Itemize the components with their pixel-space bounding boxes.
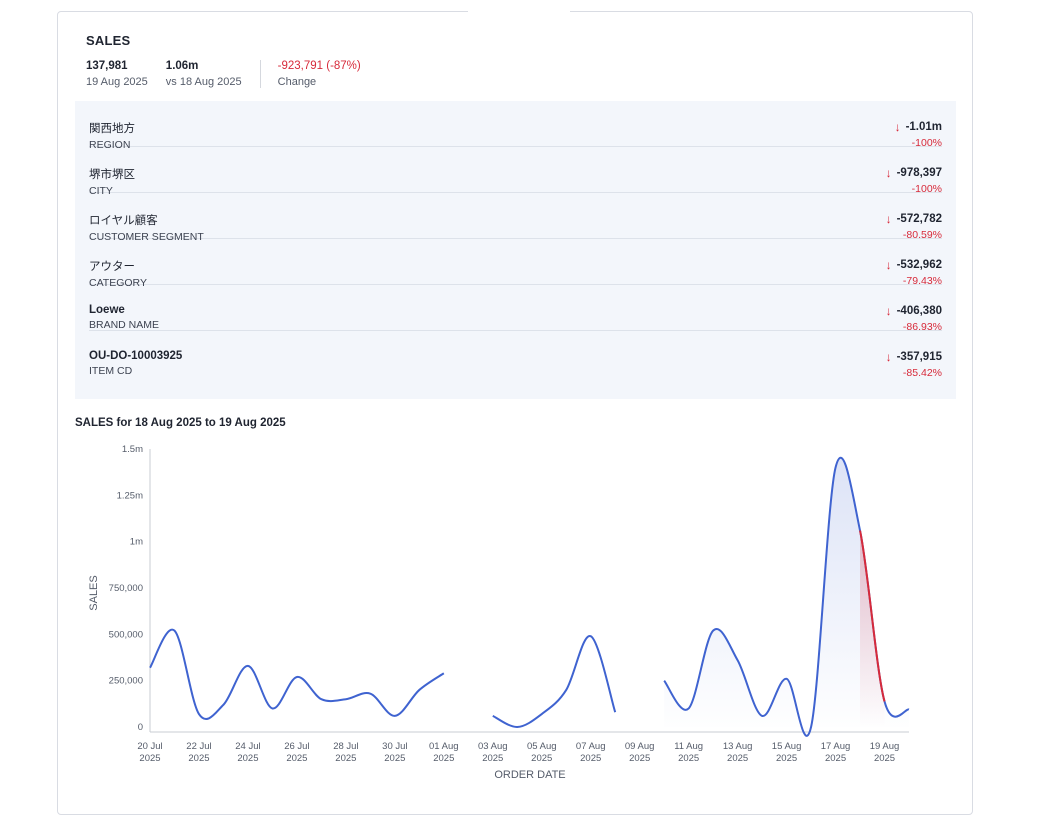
top-notch	[468, 0, 570, 13]
card-title: SALES	[86, 33, 131, 48]
arrow-down-icon: ↓	[885, 166, 892, 180]
series-line	[149, 628, 445, 720]
driver-percent: -100%	[911, 137, 942, 149]
driver-name: ロイヤル顧客	[89, 215, 158, 227]
driver-row[interactable]: 関西地方 REGION ↓ -1.01m -100%	[89, 101, 942, 151]
x-axis: 20 Jul 2025 22 Jul 2025 24 Jul 2025 26 Jul 2025…	[137, 731, 909, 764]
x-tick-label: 30 Jul 2025	[382, 741, 407, 764]
y-tick-label: 500,000	[109, 629, 143, 640]
x-tick-label: 01 Aug 2025	[429, 741, 459, 764]
driver-value: -532,962	[896, 259, 942, 271]
current-value: 137,981	[86, 60, 128, 72]
x-tick-label: 28 Jul 2025	[333, 741, 358, 764]
arrow-down-icon: ↓	[885, 304, 892, 318]
x-tick-label: 07 Aug 2025	[576, 741, 606, 764]
x-tick-label: 13 Aug 2025	[723, 741, 753, 764]
y-tick-label: 1.5m	[122, 444, 143, 455]
x-tick-label: 03 Aug 2025	[478, 741, 508, 764]
driver-value: -572,782	[896, 213, 942, 225]
driver-name: Loewe	[89, 304, 125, 316]
driver-dimension: CITY	[89, 185, 113, 197]
driver-name: 堺市堺区	[89, 169, 135, 181]
x-tick-label: 24 Jul 2025	[235, 741, 260, 764]
y-tick-label: 1.25m	[117, 490, 143, 501]
current-metric: 137,981 19 Aug 2025	[86, 60, 148, 88]
current-label: 19 Aug 2025	[86, 76, 148, 88]
x-tick-label: 15 Aug 2025	[772, 741, 802, 764]
driver-percent: -100%	[911, 183, 942, 195]
driver-row[interactable]: 堺市堺区 CITY ↓ -978,397 -100%	[89, 147, 942, 197]
y-tick-label: 750,000	[109, 583, 143, 594]
driver-row[interactable]: OU-DO-10003925 ITEM CD ↓ -357,915 -85.42%	[89, 331, 942, 379]
drivers-list: 関西地方 REGION ↓ -1.01m -100% 堺市堺区 CITY ↓ -978,3…	[75, 101, 956, 399]
driver-name: OU-DO-10003925	[89, 350, 183, 362]
x-tick-label: 17 Aug 2025	[821, 741, 851, 764]
driver-row[interactable]: Loewe BRAND NAME ↓ -406,380 -86.93%	[89, 285, 942, 333]
change-label: Change	[277, 76, 317, 88]
driver-value: -1.01m	[905, 121, 942, 133]
x-tick-label: 20 Jul 2025	[137, 741, 162, 764]
driver-percent: -79.43%	[902, 275, 942, 287]
arrow-down-icon: ↓	[894, 120, 901, 134]
x-tick-label: 09 Aug 2025	[625, 741, 655, 764]
driver-percent: -80.59%	[902, 229, 942, 241]
chart-title: SALES for 18 Aug 2025 to 19 Aug 2025	[75, 417, 286, 429]
x-tick-label: 22 Jul 2025	[186, 741, 211, 764]
highlight-area	[860, 530, 885, 727]
sales-insight-card: SALES 137,981 19 Aug 2025 1.06m vs 18 Au…	[57, 11, 973, 815]
x-axis-label: ORDER DATE	[494, 769, 565, 781]
x-tick-label: 26 Jul 2025	[284, 741, 309, 764]
previous-metric: 1.06m vs 18 Aug 2025	[166, 60, 242, 88]
driver-row[interactable]: ロイヤル顧客 CUSTOMER SEGMENT ↓ -572,782 -80.59%	[89, 193, 942, 243]
y-tick-label: 250,000	[109, 676, 143, 687]
plot-area	[149, 457, 910, 737]
driver-name: アウター	[89, 261, 135, 273]
driver-value: -978,397	[896, 167, 942, 179]
change-metric: -923,791 (-87%) Change	[259, 60, 361, 88]
driver-dimension: CUSTOMER SEGMENT	[89, 231, 204, 243]
driver-row[interactable]: アウター CATEGORY ↓ -532,962 -79.43%	[89, 239, 942, 289]
driver-dimension: BRAND NAME	[89, 319, 160, 331]
x-tick-label: 19 Aug 2025	[870, 741, 900, 764]
arrow-down-icon: ↓	[885, 350, 892, 364]
arrow-down-icon: ↓	[885, 258, 892, 272]
highlight-line	[859, 530, 886, 702]
y-axis-label: SALES	[88, 575, 100, 610]
driver-dimension: CATEGORY	[89, 277, 147, 289]
series-line	[492, 635, 617, 729]
driver-name: 関西地方	[89, 123, 135, 135]
driver-dimension: REGION	[89, 139, 131, 151]
x-tick-label: 05 Aug 2025	[527, 741, 557, 764]
previous-value: 1.06m	[165, 60, 199, 72]
driver-value: -406,380	[896, 305, 942, 317]
y-tick-label: 1m	[130, 537, 143, 548]
driver-percent: -85.42%	[902, 367, 942, 379]
y-tick-label: 0	[138, 722, 143, 733]
change-value: -923,791 (-87%)	[277, 60, 361, 72]
arrow-down-icon: ↓	[885, 212, 892, 226]
series-area	[664, 457, 909, 736]
y-axis: 0 250,000 500,000 750,000 1m 1.25m 1.5m	[109, 444, 151, 733]
previous-label: vs 18 Aug 2025	[165, 76, 242, 88]
driver-percent: -86.93%	[902, 321, 942, 333]
driver-value: -357,915	[896, 351, 942, 363]
driver-dimension: ITEM CD	[89, 365, 133, 377]
metrics-row: 137,981 19 Aug 2025 1.06m vs 18 Aug 2025…	[86, 60, 379, 88]
x-tick-label: 11 Aug 2025	[674, 741, 703, 764]
